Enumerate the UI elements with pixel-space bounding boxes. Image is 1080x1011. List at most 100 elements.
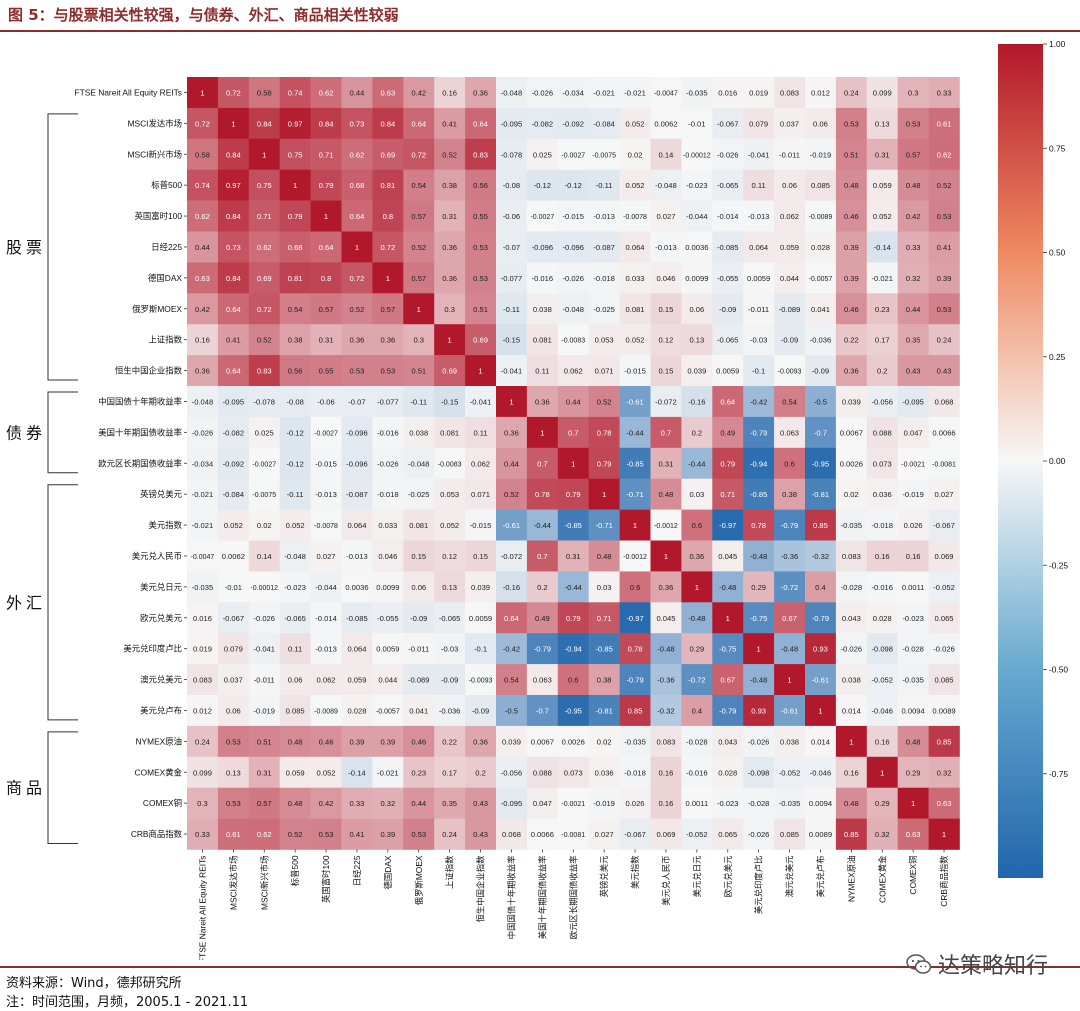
cell-value-label: 0.0089 [809, 830, 832, 839]
heatmap-cell [866, 571, 898, 603]
heatmap-cell [310, 169, 342, 201]
cell-value-label: -0.065 [439, 614, 461, 623]
cell-value-label: 0.39 [844, 274, 859, 283]
cell-value-label: 0.52 [597, 397, 612, 406]
heatmap-cell [866, 540, 898, 572]
cell-value-label: 0.53 [226, 799, 241, 808]
heatmap-cell [279, 602, 311, 634]
heatmap-cell [557, 540, 589, 572]
cell-value-label: 0.31 [875, 150, 890, 159]
cell-value-label: -0.48 [750, 676, 767, 685]
cell-value-label: -0.0075 [592, 152, 616, 159]
heatmap-cell [866, 231, 898, 263]
column-tick-label: FTSE Nareit All Equity REITs [197, 856, 207, 961]
cell-value-label: 0.0036 [685, 243, 708, 252]
cell-value-label: 0.72 [411, 150, 426, 159]
heatmap-cell-labels: 1 0.72 0.58 0.74 0.62 0.44 0.63 0.42 0.16 0.36 -0.… [191, 88, 956, 839]
cell-value-label: 0.16 [906, 552, 921, 561]
cell-value-label: -0.75 [750, 614, 767, 623]
cell-value-label: -0.026 [192, 428, 214, 437]
heatmap-cell [650, 324, 682, 356]
heatmap-cell [712, 633, 744, 665]
heatmap-cell [187, 818, 219, 850]
cell-value-label: 0.49 [535, 614, 550, 623]
heatmap-cell [341, 355, 373, 387]
cell-value-label: 0.67 [782, 614, 797, 623]
heatmap-cell [217, 756, 250, 788]
heatmap-cell [279, 262, 311, 294]
cell-value-label: 0.72 [380, 243, 395, 252]
cell-value-label: -0.026 [532, 88, 554, 97]
cell-value-label: 0.31 [257, 768, 272, 777]
cell-value-label: 0.053 [595, 336, 614, 345]
heatmap-cell [897, 633, 929, 665]
heatmap-cell [619, 725, 651, 758]
heatmap-cell [310, 447, 342, 479]
cell-value-label: -0.61 [626, 397, 643, 406]
cell-value-label: 0.2 [537, 583, 548, 592]
cell-value-label: 0.48 [597, 552, 612, 561]
heatmap-cell [774, 416, 806, 449]
cell-value-label: -0.065 [717, 181, 739, 190]
heatmap-cell [372, 262, 404, 294]
cell-value-label: 0.29 [689, 645, 704, 654]
heatmap-cell [465, 293, 497, 325]
cell-value-label: 0.39 [937, 274, 952, 283]
heatmap-cell [403, 725, 435, 758]
heatmap-cell [681, 756, 713, 788]
heatmap-cell [217, 200, 250, 232]
cell-value-label: 0.52 [937, 181, 952, 190]
cell-value-label: -0.028 [902, 645, 924, 654]
heatmap-cell [341, 725, 373, 758]
cell-value-label: -0.85 [626, 459, 643, 468]
heatmap-cell [403, 447, 435, 479]
cell-value-label: -0.092 [562, 119, 584, 128]
cell-value-label: -0.046 [810, 768, 832, 777]
cell-value-label: -0.065 [284, 614, 306, 623]
heatmap-cell [465, 231, 497, 263]
heatmap-cell [465, 664, 497, 696]
cell-value-label: -0.052 [871, 676, 893, 685]
row-tick-label: 美国十年期国债收益率 [98, 427, 182, 437]
cell-value-label: 0.073 [873, 459, 892, 468]
cell-value-label: -0.44 [534, 521, 551, 530]
cell-value-label: 0.52 [442, 150, 457, 159]
cell-value-label: 0.064 [749, 243, 768, 252]
row-tick-label: 欧元区长期国债收益率 [98, 458, 182, 468]
cell-value-label: -0.95 [812, 459, 829, 468]
heatmap-cell [279, 725, 311, 758]
heatmap-cell [805, 293, 837, 325]
cell-value-label: 0.15 [659, 305, 674, 314]
cell-value-label: 0.52 [350, 305, 365, 314]
cell-value-label: 0.052 [626, 181, 645, 190]
heatmap-cell [248, 77, 280, 109]
cell-value-label: 0.38 [597, 676, 612, 685]
cell-value-label: -0.94 [565, 645, 582, 654]
cell-value-label: 0.53 [937, 212, 952, 221]
cell-value-label: 0.46 [844, 305, 859, 314]
heatmap-cell [279, 77, 311, 109]
column-tick-label: 英镑兑美元 [599, 855, 609, 897]
cell-value-label: -0.011 [254, 676, 275, 685]
cell-value-label: 0.6 [692, 521, 703, 530]
cell-value-label: -0.067 [933, 521, 955, 530]
cell-value-label: -0.023 [686, 181, 708, 190]
heatmap-cell [681, 664, 713, 696]
heatmap-cell [310, 77, 342, 109]
cell-value-label: 0.72 [257, 305, 272, 314]
heatmap-cell [681, 540, 713, 572]
heatmap-cell [465, 756, 497, 788]
heatmap-cell [465, 818, 497, 850]
cell-value-label: 0.41 [226, 336, 241, 345]
cell-value-label: 0.085 [286, 706, 305, 715]
cell-value-label: 0.099 [193, 768, 212, 777]
cell-value-label: -0.085 [717, 243, 739, 252]
cell-value-label: 0.039 [687, 367, 706, 376]
heatmap-cell [279, 138, 311, 170]
heatmap-cell [897, 416, 929, 449]
heatmap-cell [650, 77, 682, 109]
cell-value-label: 0.58 [257, 88, 272, 97]
cell-value-label: -0.021 [624, 88, 646, 97]
heatmap-cell [774, 540, 806, 572]
cell-value-label: 0.0099 [685, 274, 708, 283]
